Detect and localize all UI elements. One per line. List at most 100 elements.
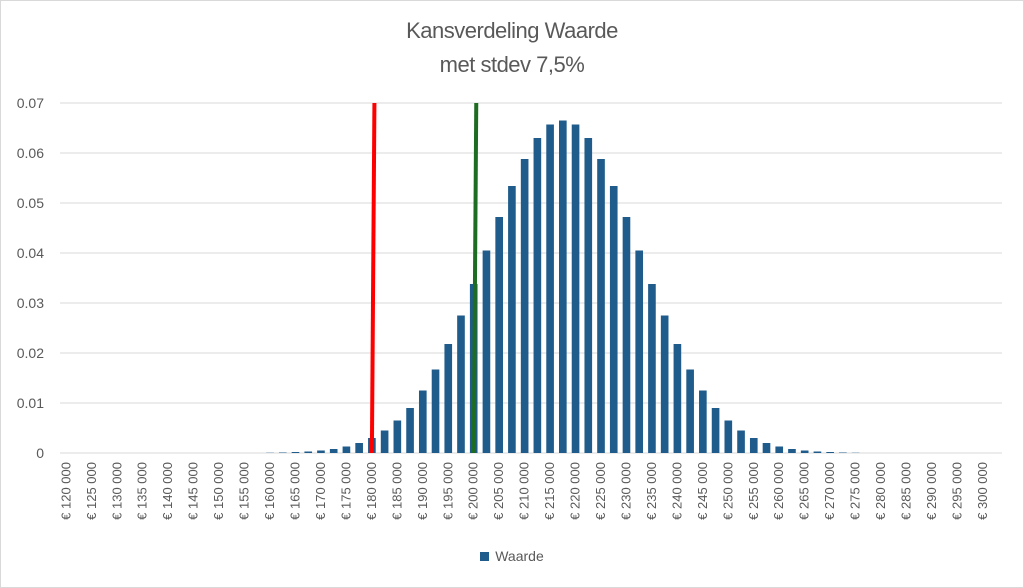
bar bbox=[406, 408, 414, 453]
x-tick-label: € 210 000 bbox=[517, 462, 532, 520]
bar bbox=[329, 449, 338, 453]
x-tick-label: € 140 000 bbox=[160, 462, 175, 520]
x-tick-label: € 190 000 bbox=[415, 462, 430, 520]
bar bbox=[673, 344, 682, 453]
x-tick-label: € 230 000 bbox=[618, 462, 633, 520]
bar bbox=[737, 430, 745, 453]
x-tick-label: € 280 000 bbox=[873, 462, 888, 520]
x-tick-label: € 225 000 bbox=[593, 462, 608, 520]
x-tick-label: € 175 000 bbox=[338, 462, 353, 520]
legend-label-waarde: Waarde bbox=[495, 548, 544, 564]
x-tick-label: € 195 000 bbox=[440, 462, 455, 520]
bar bbox=[622, 217, 631, 453]
bar bbox=[813, 451, 822, 453]
x-tick-label: € 255 000 bbox=[746, 462, 761, 520]
x-tick-label: € 185 000 bbox=[389, 462, 404, 520]
y-tick-label: 0.03 bbox=[17, 295, 44, 311]
bar bbox=[355, 443, 363, 453]
y-tick-label: 0 bbox=[36, 445, 44, 461]
reference-lines bbox=[369, 102, 479, 454]
y-tick-label: 0.01 bbox=[17, 395, 44, 411]
bar bbox=[342, 446, 351, 453]
x-tick-label: € 245 000 bbox=[695, 462, 710, 520]
chart-title: Kansverdeling Waarde bbox=[406, 18, 618, 43]
bar bbox=[571, 124, 580, 453]
x-tick-label: € 275 000 bbox=[848, 462, 863, 520]
bar bbox=[304, 451, 313, 453]
bar bbox=[775, 446, 784, 453]
reference-line bbox=[471, 102, 479, 454]
x-tick-label: € 155 000 bbox=[237, 462, 252, 520]
x-tick-label: € 250 000 bbox=[720, 462, 735, 520]
bar bbox=[711, 408, 720, 453]
bar bbox=[724, 420, 733, 453]
bar bbox=[495, 217, 503, 453]
x-tick-label: € 145 000 bbox=[186, 462, 201, 520]
bar bbox=[584, 138, 593, 453]
bar bbox=[278, 452, 287, 453]
legend-swatch bbox=[480, 551, 490, 561]
bar bbox=[660, 315, 669, 453]
bar bbox=[444, 344, 453, 453]
x-tick-label: € 205 000 bbox=[491, 462, 506, 520]
x-tick-label: € 295 000 bbox=[949, 462, 964, 520]
bar bbox=[380, 430, 389, 453]
x-tick-label: € 120 000 bbox=[58, 462, 73, 520]
y-axis-ticks: 0 0.01 0.02 0.03 0.04 0.05 0.06 0.07 bbox=[17, 95, 44, 461]
y-tick-label: 0.07 bbox=[17, 95, 44, 111]
bar bbox=[686, 369, 694, 453]
bar bbox=[826, 452, 834, 453]
y-tick-label: 0.05 bbox=[17, 195, 44, 211]
bar bbox=[291, 452, 300, 453]
x-axis-ticks: € 120 000 € 125 000 € 130 000 € 135 000 € 14… bbox=[58, 462, 990, 520]
x-tick-label: € 240 000 bbox=[669, 462, 684, 520]
x-tick-label: € 270 000 bbox=[822, 462, 837, 520]
x-tick-label: € 300 000 bbox=[975, 462, 990, 520]
bar bbox=[762, 443, 771, 453]
bar-series bbox=[266, 120, 860, 453]
bar bbox=[457, 315, 465, 453]
bar bbox=[393, 420, 402, 453]
bar bbox=[839, 452, 847, 453]
x-tick-label: € 125 000 bbox=[84, 462, 99, 520]
bar bbox=[431, 369, 440, 453]
bar bbox=[699, 390, 707, 453]
reference-line bbox=[369, 102, 377, 454]
x-tick-label: € 180 000 bbox=[364, 462, 379, 520]
x-tick-label: € 215 000 bbox=[542, 462, 557, 520]
x-tick-label: € 200 000 bbox=[466, 462, 481, 520]
chart-subtitle: met stdev 7,5% bbox=[439, 52, 585, 77]
x-tick-label: € 165 000 bbox=[288, 462, 303, 520]
bar bbox=[609, 186, 618, 453]
bar bbox=[559, 120, 567, 453]
bar bbox=[317, 450, 325, 453]
bar bbox=[546, 124, 554, 453]
x-tick-label: € 290 000 bbox=[924, 462, 939, 520]
x-tick-label: € 130 000 bbox=[109, 462, 124, 520]
x-tick-label: € 265 000 bbox=[797, 462, 812, 520]
x-tick-label: € 170 000 bbox=[313, 462, 328, 520]
bar bbox=[508, 186, 516, 453]
x-tick-label: € 235 000 bbox=[644, 462, 659, 520]
bar bbox=[635, 250, 644, 453]
x-tick-label: € 285 000 bbox=[899, 462, 914, 520]
bar bbox=[418, 390, 427, 453]
bar bbox=[482, 250, 491, 453]
bar bbox=[749, 438, 758, 453]
bar bbox=[800, 450, 809, 453]
legend: Waarde bbox=[0, 548, 1024, 564]
bar bbox=[533, 138, 542, 453]
x-tick-label: € 160 000 bbox=[262, 462, 277, 520]
gridlines bbox=[60, 102, 1002, 454]
x-tick-label: € 150 000 bbox=[211, 462, 226, 520]
bar bbox=[520, 159, 529, 453]
bar bbox=[648, 284, 656, 453]
x-tick-label: € 220 000 bbox=[568, 462, 583, 520]
x-tick-label: € 260 000 bbox=[771, 462, 786, 520]
x-tick-label: € 135 000 bbox=[135, 462, 150, 520]
y-tick-label: 0.06 bbox=[17, 145, 44, 161]
y-tick-label: 0.04 bbox=[17, 245, 44, 261]
bar bbox=[597, 159, 605, 453]
y-tick-label: 0.02 bbox=[17, 345, 44, 361]
